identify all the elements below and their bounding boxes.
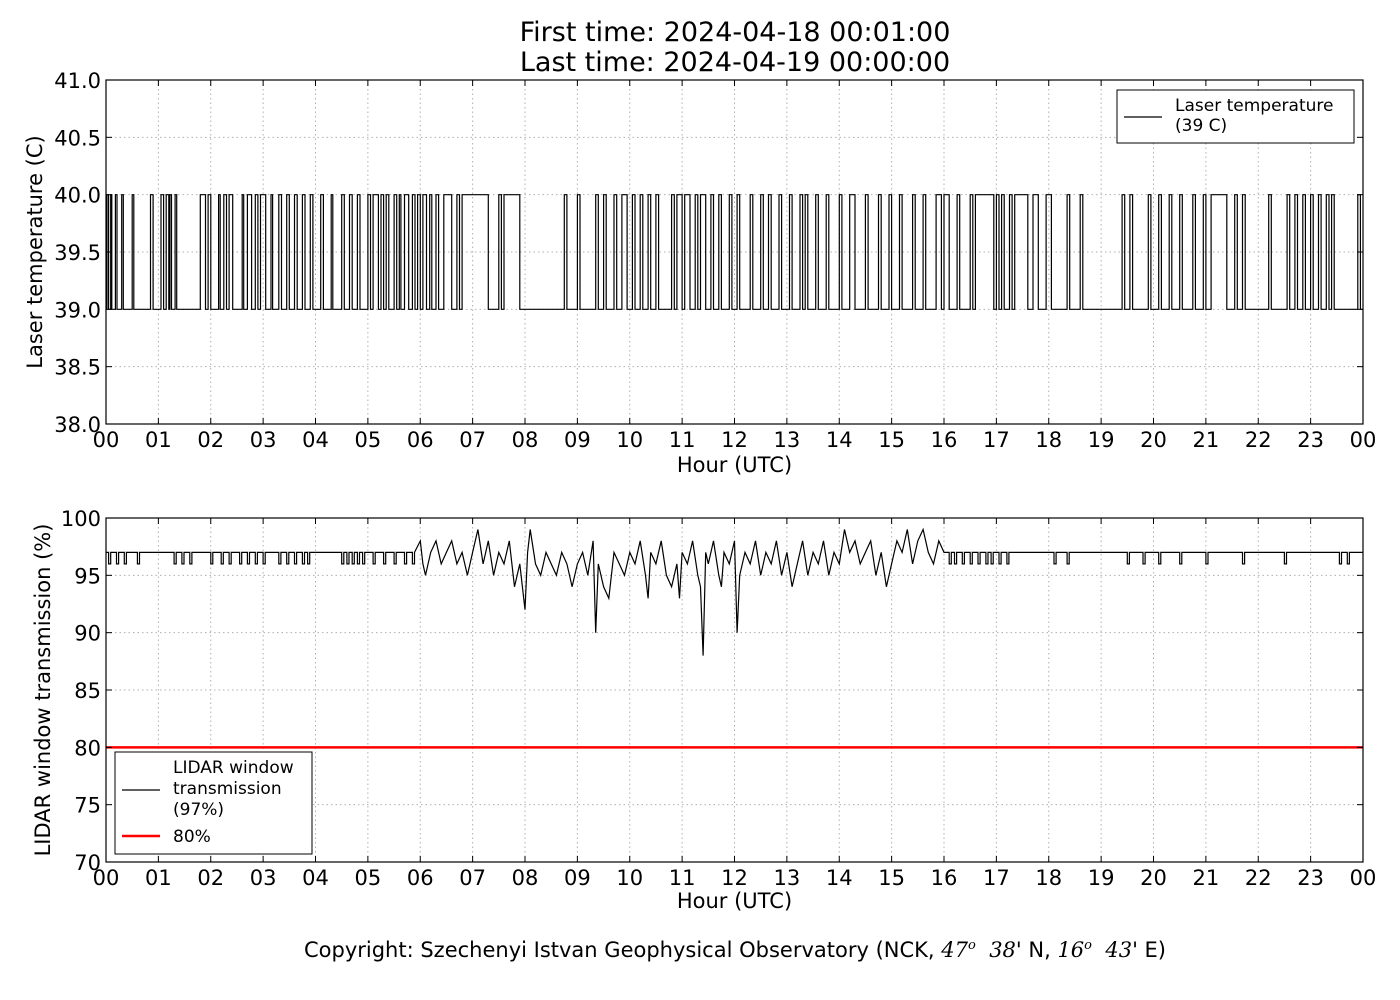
footer-prefix: Copyright: Szechenyi Istvan Geophysical … (303, 938, 942, 962)
laser-temperature-panel: 00 01 02 03 04 05 06 07 08 09 10 11 12 13 14 15 16 17 18 19… (23, 69, 1376, 477)
y-tick-label: 39.0 (54, 298, 101, 322)
x-tick-label: 10 (616, 428, 643, 452)
longitude-degrees: 16 (1057, 938, 1085, 962)
x-tick-label: 09 (564, 866, 591, 890)
x-tick-label: 21 (1193, 428, 1220, 452)
latitude-degree-mark: o (968, 938, 976, 953)
x-tick-label: 13 (774, 866, 801, 890)
laser-temperature-line (106, 194, 1363, 310)
legend-label: transmission (173, 779, 282, 799)
x-tick-label: 22 (1245, 866, 1272, 890)
y-axis: 38.0 38.5 39.0 39.5 40.0 40.5 41.0 (54, 69, 1363, 437)
x-tick-label: 22 (1245, 428, 1272, 452)
x-tick-label: 23 (1297, 428, 1324, 452)
latitude-minutes-label: ' N, (1015, 938, 1058, 962)
chart-title-line-2: Last time: 2024-04-19 00:00:00 (519, 47, 951, 78)
x-tick-label: 18 (1035, 428, 1062, 452)
x-tick-label: 16 (931, 428, 958, 452)
x-tick-label: 17 (983, 428, 1010, 452)
x-tick-label: 08 (512, 428, 539, 452)
x-tick-label: 21 (1193, 866, 1220, 890)
longitude-minutes-value: 43 (1105, 938, 1133, 962)
legend-label: 80% (173, 827, 211, 847)
x-axis-label: Hour (UTC) (677, 889, 792, 913)
x-tick-label: 19 (1088, 866, 1115, 890)
x-tick-label: 14 (826, 866, 853, 890)
y-tick-label: 95 (74, 564, 101, 588)
x-tick-label: 00 (93, 428, 120, 452)
latitude-degrees: 47 (941, 938, 968, 962)
lidar-transmission-line (106, 527, 1363, 656)
x-tick-label: 01 (145, 866, 172, 890)
y-tick-label: 38.0 (54, 413, 101, 437)
x-tick-label: 01 (145, 428, 172, 452)
x-tick-label: 00 (1350, 428, 1377, 452)
x-axis: 00 01 02 03 04 05 06 07 08 09 10 11 12 13 14 15 16 17 18 19… (93, 518, 1377, 890)
x-tick-label: 15 (878, 428, 905, 452)
x-tick-label: 00 (1350, 866, 1377, 890)
y-axis-label: Laser temperature (C) (23, 135, 47, 368)
y-tick-label: 75 (74, 794, 101, 818)
longitude-degree-mark: o (1084, 938, 1092, 953)
x-tick-label: 19 (1088, 428, 1115, 452)
y-tick-label: 40.5 (54, 126, 101, 150)
legend-label: Laser temperature (1175, 96, 1333, 116)
x-tick-label: 06 (407, 428, 434, 452)
x-tick-label: 00 (93, 866, 120, 890)
x-tick-label: 03 (250, 866, 277, 890)
y-tick-label: 90 (74, 622, 101, 646)
x-tick-label: 08 (512, 866, 539, 890)
x-tick-label: 09 (564, 428, 591, 452)
x-tick-label: 12 (721, 428, 748, 452)
chart-title-line-1: First time: 2024-04-18 00:01:00 (519, 17, 951, 48)
x-tick-label: 17 (983, 866, 1010, 890)
y-tick-label: 40.0 (54, 184, 101, 208)
y-tick-label: 100 (61, 507, 101, 531)
x-tick-label: 11 (669, 866, 696, 890)
x-tick-label: 11 (669, 428, 696, 452)
x-tick-label: 20 (1140, 866, 1167, 890)
x-tick-label: 13 (774, 428, 801, 452)
x-tick-label: 10 (616, 866, 643, 890)
x-tick-label: 16 (931, 866, 958, 890)
x-tick-label: 04 (302, 866, 329, 890)
x-axis: 00 01 02 03 04 05 06 07 08 09 10 11 12 13 14 15 16 17 18 19… (93, 80, 1377, 452)
y-tick-label: 38.5 (54, 356, 101, 380)
x-tick-label: 23 (1297, 866, 1324, 890)
y-axis-label: LIDAR window transmission (%) (31, 524, 55, 857)
latitude-minutes-value: 38 (989, 938, 1016, 962)
y-tick-label: 39.5 (54, 241, 101, 265)
x-tick-label: 05 (355, 866, 382, 890)
x-tick-label: 05 (355, 428, 382, 452)
x-tick-label: 18 (1035, 866, 1062, 890)
legend-label: LIDAR window (173, 758, 294, 778)
legend-label: (97%) (173, 800, 224, 820)
x-tick-label: 06 (407, 866, 434, 890)
x-tick-label: 07 (459, 428, 486, 452)
grid (106, 518, 1363, 862)
x-tick-label: 20 (1140, 428, 1167, 452)
x-axis-label: Hour (UTC) (677, 453, 792, 477)
y-tick-label: 41.0 (54, 69, 101, 93)
y-axis: 70 75 80 85 90 95 100 (61, 507, 1363, 875)
y-tick-label: 85 (74, 679, 101, 703)
x-tick-label: 02 (197, 428, 224, 452)
y-tick-label: 80 (74, 736, 101, 760)
lidar-window-panel: 00 01 02 03 04 05 06 07 08 09 10 11 12 13 14 15 16 17 18 19… (31, 507, 1376, 913)
x-tick-label: 14 (826, 428, 853, 452)
copyright-footer: Copyright: Szechenyi Istvan Geophysical … (0, 938, 1400, 962)
x-tick-label: 02 (197, 866, 224, 890)
x-tick-label: 03 (250, 428, 277, 452)
longitude-minutes-label: ' E) (1132, 938, 1167, 962)
x-tick-label: 12 (721, 866, 748, 890)
x-tick-label: 15 (878, 866, 905, 890)
x-tick-label: 04 (302, 428, 329, 452)
legend-label: (39 C) (1175, 116, 1227, 136)
y-tick-label: 70 (74, 851, 101, 875)
x-tick-label: 07 (459, 866, 486, 890)
legend: Laser temperature(39 C) (1116, 89, 1355, 144)
